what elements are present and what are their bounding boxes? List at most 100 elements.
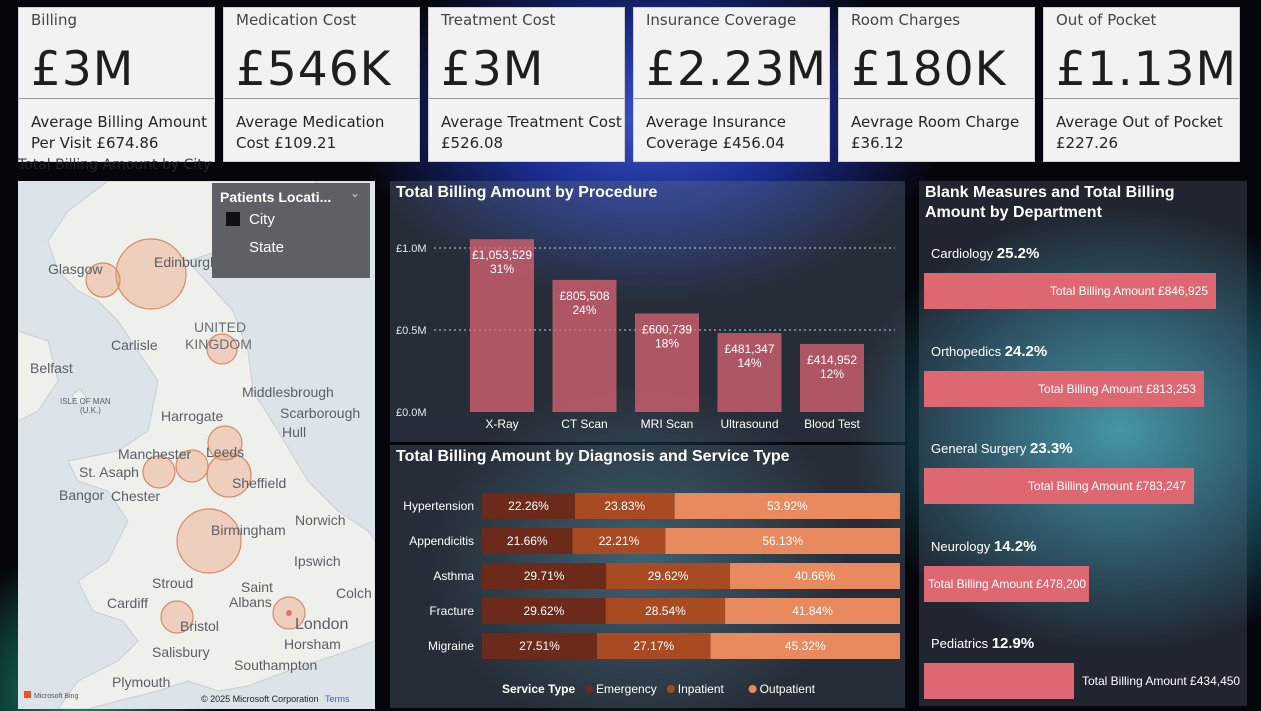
diagnosis-segment-inpatient[interactable] bbox=[575, 493, 675, 519]
card-out-of-pocket[interactable]: Out of Pocket £1.13M Average Out of Pock… bbox=[1043, 7, 1240, 162]
bing-attribution: Microsoft Bing bbox=[34, 693, 78, 700]
diagnosis-segment-label: 27.51% bbox=[519, 639, 560, 653]
procedure-value-label: £1,053,529 bbox=[472, 248, 532, 262]
bubble-st-asaph[interactable] bbox=[142, 455, 176, 489]
label-colch: Colch bbox=[336, 585, 372, 601]
bubble-leeds[interactable] bbox=[207, 425, 243, 461]
diagnosis-segment-outpatient[interactable] bbox=[665, 528, 900, 554]
label-saint: Saint bbox=[241, 579, 273, 595]
department-label: Cardiology 25.2% bbox=[931, 245, 1039, 262]
diagnosis-segment-label: 21.66% bbox=[507, 534, 548, 548]
diagnosis-segment-outpatient[interactable] bbox=[674, 493, 901, 519]
card-title: Medication Cost bbox=[236, 11, 357, 29]
bubble-birmingham[interactable] bbox=[176, 508, 242, 574]
procedure-chart-title: Total Billing Amount by Procedure bbox=[396, 184, 658, 201]
uk-billing-map[interactable]: Glasgow Edinburgh UNITED KINGDOM Carlisl… bbox=[18, 181, 375, 709]
bubble-manchester[interactable] bbox=[175, 449, 209, 483]
ireland-landmass bbox=[18, 330, 59, 422]
diagnosis-segment-outpatient[interactable] bbox=[710, 633, 900, 659]
chevron-down-icon[interactable]: ⌄ bbox=[349, 186, 360, 200]
map-legend[interactable]: Patients Locati... ⌄ City State bbox=[212, 183, 370, 278]
procedure-pct-label: 24% bbox=[572, 303, 596, 317]
legend-item-city[interactable]: City bbox=[249, 211, 275, 228]
department-bar[interactable] bbox=[924, 468, 1194, 504]
map-canvas[interactable]: Glasgow Edinburgh UNITED KINGDOM Carlisl… bbox=[18, 181, 375, 709]
diagnosis-segment-inpatient[interactable] bbox=[596, 633, 711, 659]
department-bar[interactable] bbox=[924, 663, 1074, 699]
department-pct: 25.2% bbox=[996, 245, 1040, 262]
diagnosis-legend-item[interactable]: Inpatient bbox=[678, 682, 725, 696]
diagnosis-segment-emergency[interactable] bbox=[482, 563, 607, 589]
department-chart-panel[interactable]: Blank Measures and Total Billing Amount … bbox=[919, 181, 1247, 706]
card-medication-cost[interactable]: Medication Cost £546K Average Medication… bbox=[223, 7, 420, 162]
card-treatment-cost[interactable]: Treatment Cost £3M Average Treatment Cos… bbox=[428, 7, 625, 162]
diagnosis-segment-outpatient[interactable] bbox=[725, 598, 900, 624]
diagnosis-segment-inpatient[interactable] bbox=[605, 598, 726, 624]
label-middlesbrough: Middlesbrough bbox=[242, 384, 334, 400]
card-billing[interactable]: Billing £3M Average Billing Amount Per V… bbox=[18, 7, 215, 162]
card-value: £3M bbox=[441, 42, 545, 97]
label-glasgow: Glasgow bbox=[48, 261, 103, 277]
procedure-category-label: X-Ray bbox=[485, 417, 518, 431]
diagnosis-segment-emergency[interactable] bbox=[482, 598, 606, 624]
legend-dot-icon bbox=[585, 685, 593, 693]
city-bubbles[interactable] bbox=[85, 238, 306, 634]
diagnosis-legend-item[interactable]: Outpatient bbox=[760, 682, 816, 696]
map-title: Total Billing Amount by City bbox=[18, 157, 212, 173]
procedure-chart-panel[interactable]: Total Billing Amount by Procedure £0.0M £… bbox=[390, 181, 905, 442]
procedure-bar[interactable] bbox=[635, 313, 699, 412]
department-value-label: Total Billing Amount £846,925 bbox=[1049, 284, 1208, 298]
department-name: General Surgery bbox=[931, 441, 1030, 456]
label-bangor: Bangor bbox=[59, 487, 104, 503]
bubble-glasgow[interactable] bbox=[85, 262, 121, 298]
card-divider bbox=[634, 98, 829, 99]
procedure-bar[interactable] bbox=[800, 343, 864, 412]
card-insurance-coverage[interactable]: Insurance Coverage £2.23M Average Insura… bbox=[633, 7, 830, 162]
map-terms-link[interactable]: Terms bbox=[325, 694, 350, 704]
bing-logo-icon bbox=[24, 691, 31, 698]
procedure-y-tick: £0.5M bbox=[396, 325, 427, 337]
department-label: Neurology 14.2% bbox=[931, 538, 1036, 555]
department-name: Pediatrics bbox=[931, 636, 992, 651]
card-divider bbox=[839, 98, 1034, 99]
diagnosis-chart-panel[interactable]: Total Billing Amount by Diagnosis and Se… bbox=[390, 445, 905, 708]
department-bar[interactable] bbox=[924, 565, 1089, 602]
label-leeds: Leeds bbox=[206, 444, 244, 460]
card-room-charges[interactable]: Room Charges £180K Aevrage Room Charge £… bbox=[838, 7, 1035, 162]
label-scarborough: Scarborough bbox=[280, 405, 360, 421]
card-title: Insurance Coverage bbox=[646, 11, 797, 29]
department-bar[interactable] bbox=[924, 273, 1216, 309]
bubble-newcastle[interactable] bbox=[206, 333, 238, 365]
label-bristol: Bristol bbox=[180, 618, 219, 634]
card-value: £1.13M bbox=[1056, 42, 1238, 97]
diagnosis-chart-svg[interactable]: Hypertension 22.26% 23.83% 53.92% Appendicit… bbox=[390, 445, 905, 708]
label-cardiff: Cardiff bbox=[107, 595, 148, 611]
diagnosis-segment-label: 22.21% bbox=[599, 534, 640, 548]
bubble-edinburgh[interactable] bbox=[115, 238, 187, 310]
diagnosis-segment-inpatient[interactable] bbox=[606, 563, 730, 589]
department-name: Orthopedics bbox=[931, 343, 1005, 359]
label-manchester: Manchester bbox=[118, 446, 191, 462]
diagnosis-category-label: Hypertension bbox=[403, 499, 474, 513]
diagnosis-segment-label: 22.26% bbox=[508, 499, 549, 513]
diagnosis-category-label: Appendicitis bbox=[409, 534, 474, 548]
procedure-pct-label: 14% bbox=[737, 356, 761, 370]
procedure-bar[interactable] bbox=[552, 279, 617, 412]
procedure-category-label: CT Scan bbox=[561, 417, 607, 431]
diagnosis-segment-emergency[interactable] bbox=[482, 493, 576, 519]
diagnosis-segment-emergency[interactable] bbox=[482, 633, 597, 659]
department-pct: 24.2% bbox=[1004, 342, 1048, 360]
diagnosis-segment-outpatient[interactable] bbox=[729, 563, 900, 589]
card-subtitle: Average Billing Amount Per Visit £674.86 bbox=[31, 113, 208, 152]
department-bar[interactable] bbox=[924, 370, 1204, 407]
diagnosis-segment-inpatient[interactable] bbox=[572, 528, 666, 554]
diagnosis-segment-emergency[interactable] bbox=[482, 528, 573, 554]
legend-item-state[interactable]: State bbox=[249, 239, 285, 256]
bubble-sheffield[interactable] bbox=[206, 452, 252, 498]
bubble-cardiff[interactable] bbox=[160, 600, 194, 634]
procedure-bar[interactable] bbox=[470, 239, 534, 412]
diagnosis-legend-item[interactable]: Emergency bbox=[596, 682, 657, 696]
procedure-bar[interactable] bbox=[717, 333, 782, 412]
diagnosis-legend-title: Service Type bbox=[502, 682, 575, 696]
